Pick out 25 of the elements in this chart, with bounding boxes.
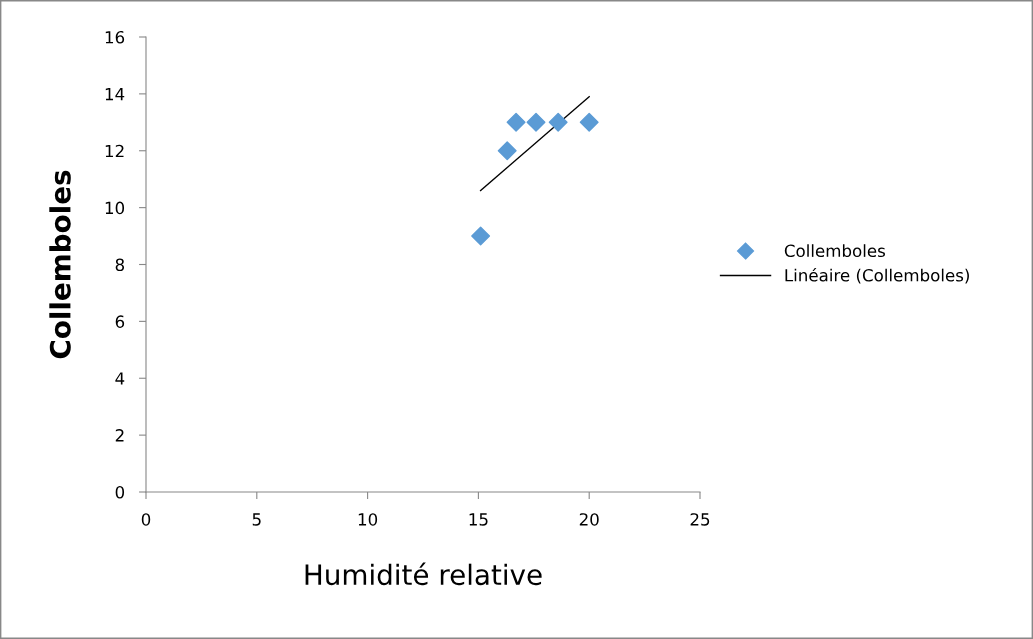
y-tick-label: 16 [105,30,125,44]
y-tick-label: 6 [115,315,125,328]
x-tick-label: 5 [252,513,261,526]
x-tick-label: 25 [690,513,710,526]
y-tick-label: 14 [105,88,125,101]
x-axis-title: Humidité relative [305,562,542,586]
point [471,226,491,246]
x-tick-label: 0 [141,513,151,526]
legend-label: Linéaire (Collemboles) [785,268,969,284]
y-axis-title: Collemboles [49,170,71,359]
y-tick-label: 0 [115,485,125,499]
y-tick-label: 10 [105,201,125,215]
point [526,112,546,132]
x-tick-label: 15 [469,513,488,526]
legend-label: Collemboles [784,244,885,258]
y-tick-label: 8 [115,258,125,272]
y-tick-label: 2 [115,429,124,442]
point [506,112,526,132]
point [579,112,599,132]
point [548,112,568,132]
y-tick-label: 4 [115,372,125,385]
point [497,141,517,161]
y-tick-label: 12 [105,144,124,158]
x-tick-label: 10 [358,513,378,526]
x-tick-label: 20 [579,513,599,526]
